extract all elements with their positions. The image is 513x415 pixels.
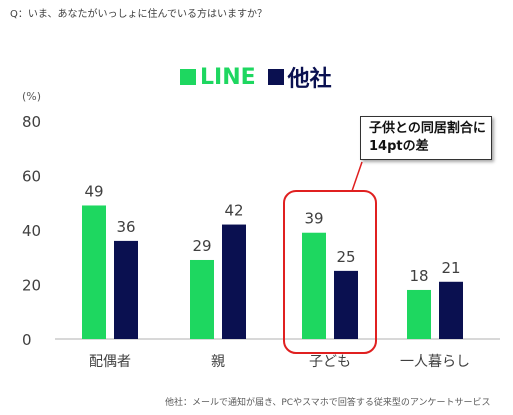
y-tick-label: 80 xyxy=(22,113,41,131)
data-label: 49 xyxy=(84,182,103,200)
bar-line xyxy=(82,205,106,339)
data-label: 21 xyxy=(441,259,460,277)
x-tick-label: 親 xyxy=(211,354,225,370)
bar-other xyxy=(222,224,246,339)
callout-line-1: 子供との同居割合に xyxy=(369,121,486,136)
data-label: 25 xyxy=(336,248,355,266)
callout-box: 子供との同居割合に 14ptの差 xyxy=(360,116,492,160)
data-label: 29 xyxy=(192,237,211,255)
highlight-frame xyxy=(283,190,377,354)
y-axis-unit: (%) xyxy=(22,90,42,103)
bar-line xyxy=(302,232,326,339)
bar-line xyxy=(407,289,431,339)
x-tick-label: 配偶者 xyxy=(89,354,131,370)
legend-item-other: 他社 xyxy=(267,61,332,93)
chart-legend: LINE 他社 xyxy=(180,62,344,92)
bar-line xyxy=(190,259,214,339)
x-tick-label: 子ども xyxy=(309,354,351,370)
data-label: 42 xyxy=(224,202,243,220)
legend-swatch-line xyxy=(180,69,196,85)
bar-other xyxy=(439,281,463,339)
data-label: 39 xyxy=(304,210,323,228)
legend-label-other: 他社 xyxy=(287,67,332,92)
y-tick-label: 40 xyxy=(22,222,41,240)
question-text: Q：いま、あなたがいっしょに住んでいる方はいますか？ xyxy=(10,9,267,20)
callout-line-2: 14ptの差 xyxy=(369,139,429,154)
y-tick-label: 20 xyxy=(22,277,41,295)
y-tick-label: 0 xyxy=(22,331,32,349)
y-tick-label: 60 xyxy=(22,168,41,186)
legend-item-line: LINE xyxy=(180,65,256,90)
callout-pointer xyxy=(351,161,363,192)
data-label: 36 xyxy=(116,218,135,236)
x-tick-label: 一人暮らし xyxy=(400,354,470,370)
data-label: 18 xyxy=(409,267,428,285)
bar-other xyxy=(334,270,358,339)
source-note: 他社：メールで通知が届き、PCやスマホで回答する従来型のアンケートサービス xyxy=(165,398,491,408)
legend-swatch-other xyxy=(267,69,284,85)
bar-other xyxy=(114,240,138,339)
legend-label-line: LINE xyxy=(200,64,256,90)
